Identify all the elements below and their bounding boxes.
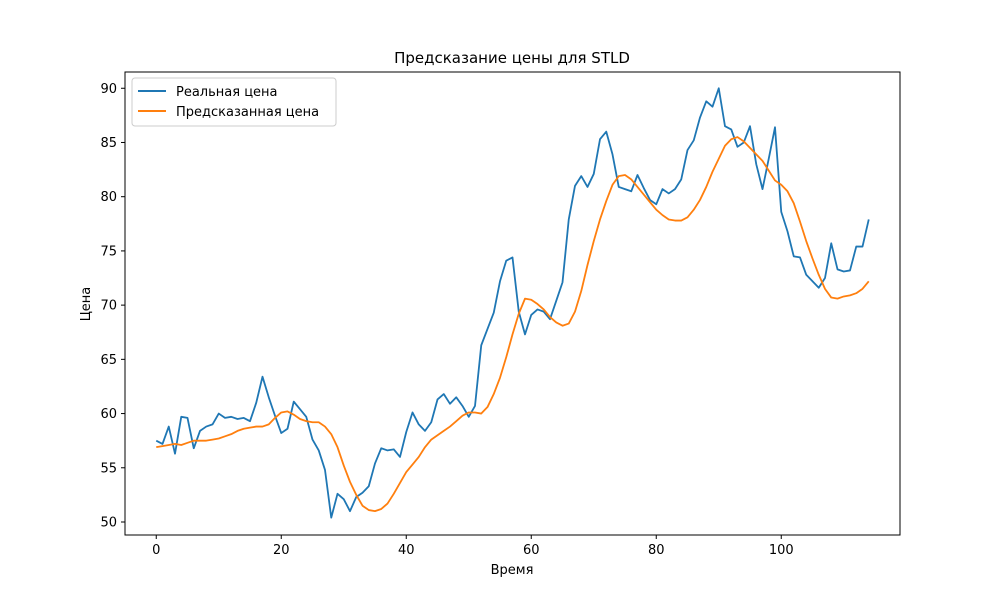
y-tick-label: 90: [100, 82, 117, 97]
chart-title: Предсказание цены для STLD: [394, 49, 630, 67]
y-tick-label: 65: [100, 353, 117, 368]
x-tick-label: 60: [523, 543, 540, 558]
y-axis: 50 55 60 65 70 75 80 85 90: [100, 82, 125, 530]
series-layer: [155, 87, 870, 519]
series-line-predicted: [156, 136, 870, 513]
x-tick-label: 40: [398, 543, 415, 558]
y-axis-label: Цена: [79, 287, 94, 322]
series-line-real: [155, 87, 870, 519]
y-tick-label: 85: [100, 136, 117, 151]
y-tick-label: 70: [100, 299, 117, 314]
x-tick-label: 100: [769, 543, 794, 558]
legend-label-predicted: Предсказанная цена: [176, 105, 319, 120]
legend-label-real: Реальная цена: [176, 85, 278, 100]
y-tick-label: 50: [100, 515, 117, 530]
y-tick-label: 60: [100, 407, 117, 422]
y-tick-label: 80: [100, 190, 117, 205]
y-tick-label: 75: [100, 244, 117, 259]
x-tick-label: 20: [273, 543, 290, 558]
plot-area-frame: [124, 71, 901, 536]
x-axis: 0 20 40 60 80 100: [152, 535, 794, 558]
y-tick-label: 55: [100, 461, 117, 476]
x-axis-label: Время: [491, 563, 534, 578]
x-tick-label: 80: [648, 543, 665, 558]
x-tick-label: 0: [152, 543, 160, 558]
legend: Реальная цена Предсказанная цена: [131, 77, 337, 127]
legend-box: [131, 77, 337, 127]
